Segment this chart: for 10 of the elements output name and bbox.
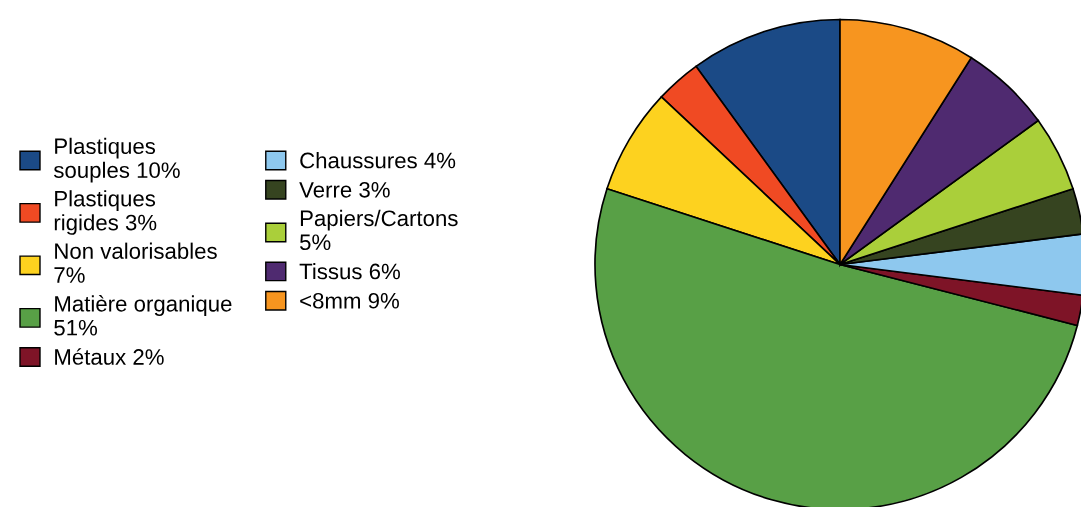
legend-label: Papiers/Cartons 5% (300, 209, 458, 251)
legend-label: Chaussures 4% (300, 152, 456, 169)
legend-label: Tissus 6% (299, 263, 400, 280)
legend-label: Matière organique 51% (54, 295, 232, 336)
legend-label: Non valorisables 7% (54, 242, 217, 283)
legend-label: Métaux 2% (55, 348, 164, 365)
legend-label: <8mm 9% (300, 292, 399, 309)
legend-label: Plastiques rigides 3% (54, 190, 157, 235)
legend-label: Verre 3% (299, 181, 390, 198)
legend-label: Plastiques souples 10% (53, 137, 180, 183)
